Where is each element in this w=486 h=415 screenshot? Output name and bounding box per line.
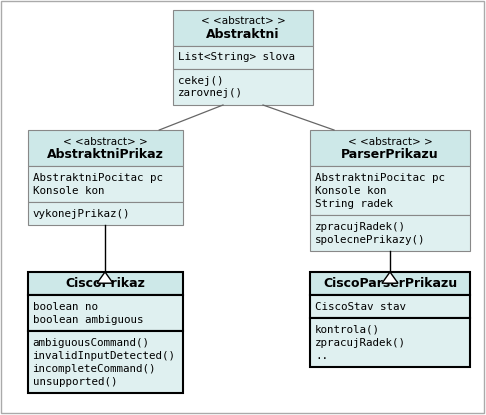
Polygon shape: [382, 272, 398, 283]
Text: < <abstract> >: < <abstract> >: [201, 17, 285, 27]
Bar: [28, 202, 183, 225]
Text: CiscoPrikaz: CiscoPrikaz: [65, 277, 145, 290]
Bar: [28, 331, 183, 393]
Bar: [310, 215, 470, 251]
Text: Abstraktni: Abstraktni: [206, 28, 280, 41]
Text: zpracujRadek(): zpracujRadek(): [315, 222, 406, 232]
Text: < <abstract> >: < <abstract> >: [347, 137, 433, 146]
Text: unsupported(): unsupported(): [33, 376, 117, 386]
Bar: [28, 130, 183, 166]
Text: incompleteCommand(): incompleteCommand(): [33, 364, 156, 374]
Text: String radek: String radek: [315, 198, 393, 208]
Bar: [173, 10, 313, 46]
Bar: [28, 295, 183, 331]
Text: < <abstract> >: < <abstract> >: [63, 137, 147, 146]
Bar: [28, 166, 183, 202]
Bar: [310, 272, 470, 295]
Text: AbstraktniPrikaz: AbstraktniPrikaz: [47, 148, 163, 161]
Text: boolean ambiguous: boolean ambiguous: [33, 315, 143, 325]
Bar: [310, 166, 470, 215]
Text: spolecnePrikazy(): spolecnePrikazy(): [315, 234, 426, 244]
Text: ..: ..: [315, 351, 328, 361]
Text: Konsole kon: Konsole kon: [33, 186, 104, 195]
Text: kontrola(): kontrola(): [315, 325, 380, 334]
Text: boolean no: boolean no: [33, 302, 98, 312]
Bar: [173, 46, 313, 69]
Bar: [310, 318, 470, 367]
Polygon shape: [97, 272, 113, 283]
Text: AbstraktniPocitac pc: AbstraktniPocitac pc: [315, 173, 445, 183]
Bar: [310, 295, 470, 318]
Text: List<String> slova: List<String> slova: [178, 53, 295, 63]
Text: zpracujRadek(): zpracujRadek(): [315, 337, 406, 347]
Text: CiscoStav stav: CiscoStav stav: [315, 302, 406, 312]
Text: cekej(): cekej(): [178, 76, 224, 85]
Bar: [28, 272, 183, 295]
Text: CiscoParserPrikazu: CiscoParserPrikazu: [323, 277, 457, 290]
Text: invalidInputDetected(): invalidInputDetected(): [33, 351, 175, 361]
Text: AbstraktniPocitac pc: AbstraktniPocitac pc: [33, 173, 162, 183]
Text: Konsole kon: Konsole kon: [315, 186, 386, 195]
Text: zarovnej(): zarovnej(): [178, 88, 243, 98]
Text: vykonejPrikaz(): vykonejPrikaz(): [33, 208, 130, 219]
Bar: [173, 69, 313, 105]
Bar: [310, 130, 470, 166]
Text: ambiguousCommand(): ambiguousCommand(): [33, 337, 150, 347]
Text: ParserPrikazu: ParserPrikazu: [341, 148, 439, 161]
